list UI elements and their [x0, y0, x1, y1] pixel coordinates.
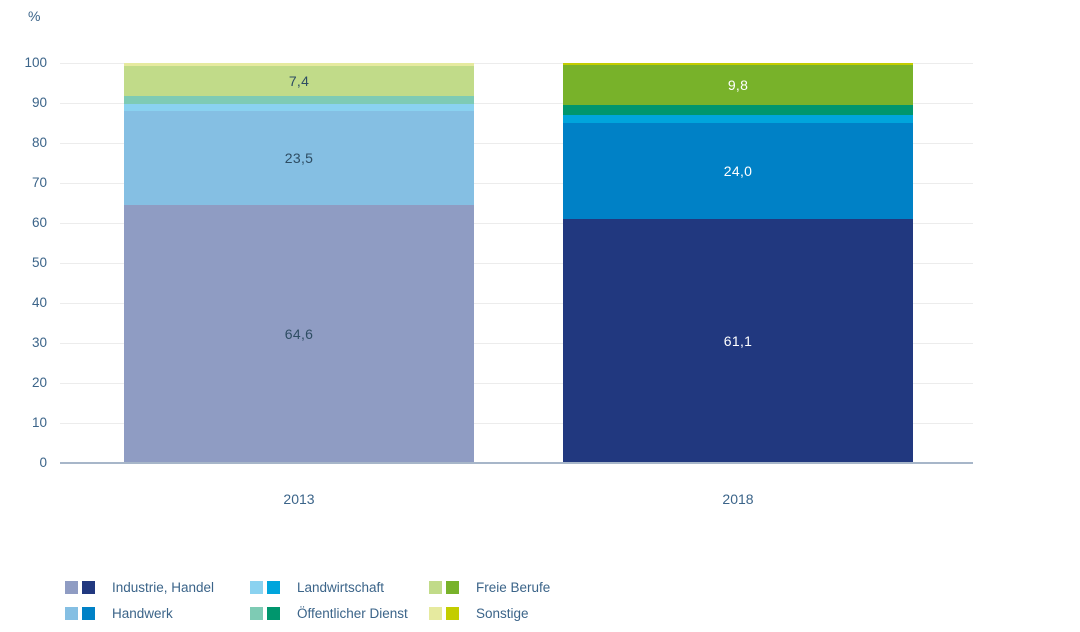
legend-item: Freie Berufe — [429, 580, 551, 595]
bar-value-label: 23,5 — [284, 149, 314, 166]
legend-swatch-2013 — [65, 607, 78, 620]
legend-swatch-2018 — [82, 581, 95, 594]
bar-segment: 7,4 — [124, 66, 474, 96]
y-axis-tick-label: 0 — [39, 455, 47, 470]
legend-item: Landwirtschaft — [250, 580, 408, 595]
gridline — [60, 343, 973, 344]
bar-value-label: 9,8 — [727, 76, 749, 93]
legend-item-label: Sonstige — [476, 606, 529, 621]
legend-swatch-2013 — [250, 581, 263, 594]
legend-swatch-2013 — [250, 607, 263, 620]
legend-swatch-2013 — [65, 581, 78, 594]
bar-value-label: 7,4 — [288, 72, 310, 89]
legend-swatch-2018 — [267, 581, 280, 594]
y-axis-tick-label: 10 — [31, 415, 47, 430]
gridline — [60, 303, 973, 304]
x-axis-baseline — [60, 462, 973, 464]
bar-segment — [563, 104, 913, 115]
y-axis-tick-label: 70 — [31, 175, 47, 190]
y-axis-tick-label: 80 — [31, 135, 47, 150]
legend-swatch-2018 — [267, 607, 280, 620]
bar-value-label: 61,1 — [723, 332, 753, 349]
gridline — [60, 423, 973, 424]
x-axis-label: 2013 — [283, 491, 315, 507]
y-axis-unit-label: % — [28, 8, 41, 24]
gridline — [60, 383, 973, 384]
legend-column: Industrie, Handel Handwerk — [65, 580, 215, 632]
bar-segment — [124, 63, 474, 67]
bar-segment — [124, 95, 474, 105]
bar-segment — [563, 114, 913, 123]
legend-item: Sonstige — [429, 606, 550, 621]
gridline — [60, 263, 973, 264]
y-axis-tick-label: 50 — [31, 255, 47, 270]
gridline — [60, 143, 973, 144]
bar-segment: 64,6 — [124, 204, 474, 463]
y-axis-tick-label: 100 — [24, 55, 47, 70]
y-axis-tick-label: 40 — [31, 295, 47, 310]
bar-value-label: 64,6 — [284, 325, 314, 342]
y-axis-tick-label: 60 — [31, 215, 47, 230]
bar-column-2018: 61,1 24,0 9,8 — [563, 0, 913, 463]
legend-item: Handwerk — [65, 606, 214, 621]
x-axis-label: 2018 — [722, 491, 754, 507]
legend-item-label: Landwirtschaft — [297, 580, 385, 595]
bar-column-2013: 64,6 23,5 7,4 — [124, 0, 474, 463]
legend-swatch-2018 — [82, 607, 95, 620]
y-axis-tick-label: 90 — [31, 95, 47, 110]
bar-segment: 61,1 — [563, 218, 913, 463]
gridline — [60, 183, 973, 184]
legend-swatch-2013 — [429, 607, 442, 620]
legend-column: Freie Berufe Sonstige — [429, 580, 551, 632]
legend-item-label: Industrie, Handel — [112, 580, 215, 595]
bar-segment — [563, 63, 913, 66]
legend-column: Landwirtschaft Öffentlicher Dienst — [250, 580, 408, 632]
legend-item: Industrie, Handel — [65, 580, 215, 595]
legend-item: Öffentlicher Dienst — [250, 606, 408, 621]
legend-swatch-2018 — [446, 581, 459, 594]
y-axis-tick-label: 20 — [31, 375, 47, 390]
bar-segment: 23,5 — [124, 110, 474, 205]
bar-value-label: 24,0 — [723, 162, 753, 179]
legend-item-label: Öffentlicher Dienst — [297, 606, 408, 621]
legend-swatch-2013 — [429, 581, 442, 594]
y-axis-tick-label: 30 — [31, 335, 47, 350]
gridline — [60, 63, 973, 64]
bar-segment — [124, 104, 474, 111]
legend-item-label: Handwerk — [112, 606, 173, 621]
gridline — [60, 223, 973, 224]
bar-segment: 24,0 — [563, 122, 913, 219]
bar-segment: 9,8 — [563, 65, 913, 105]
legend-item-label: Freie Berufe — [476, 580, 551, 595]
gridline — [60, 103, 973, 104]
legend-swatch-2018 — [446, 607, 459, 620]
